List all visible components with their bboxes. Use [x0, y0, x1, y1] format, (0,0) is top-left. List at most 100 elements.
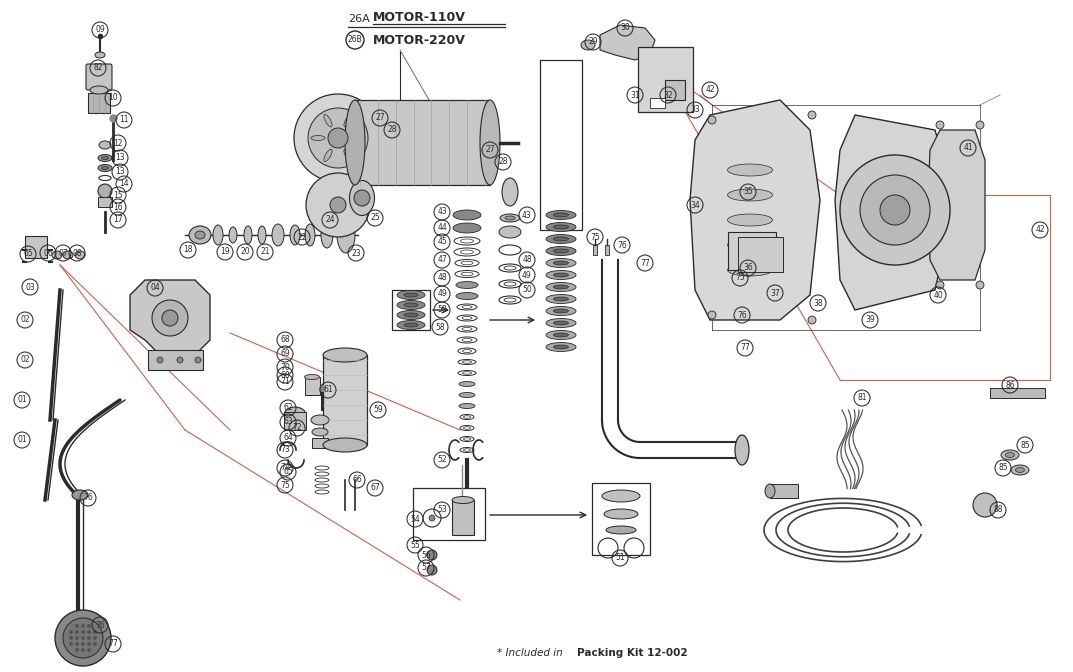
Text: 16: 16: [113, 202, 122, 212]
Text: 76: 76: [737, 310, 747, 319]
Ellipse shape: [554, 237, 569, 241]
Text: 60: 60: [280, 370, 290, 380]
Circle shape: [973, 493, 997, 517]
Ellipse shape: [271, 224, 284, 246]
Circle shape: [157, 357, 163, 363]
Ellipse shape: [453, 210, 481, 220]
Ellipse shape: [405, 293, 418, 297]
Text: 15: 15: [113, 190, 122, 200]
Text: 33: 33: [690, 106, 700, 114]
Circle shape: [429, 515, 435, 521]
Bar: [990, 388, 1045, 398]
Ellipse shape: [311, 415, 329, 425]
Circle shape: [808, 316, 815, 324]
Circle shape: [93, 642, 97, 646]
Ellipse shape: [453, 223, 481, 233]
Text: 85: 85: [998, 464, 1008, 472]
Text: 02: 02: [20, 355, 30, 364]
Circle shape: [69, 642, 73, 646]
Circle shape: [63, 618, 103, 658]
Ellipse shape: [324, 114, 333, 127]
Circle shape: [936, 281, 944, 289]
Ellipse shape: [580, 40, 596, 50]
Text: MOTOR-110V: MOTOR-110V: [373, 11, 466, 24]
Text: 62: 62: [283, 403, 293, 413]
Ellipse shape: [554, 345, 569, 349]
Text: 34: 34: [690, 200, 700, 210]
Ellipse shape: [351, 136, 365, 140]
Text: 44: 44: [437, 224, 446, 233]
Ellipse shape: [727, 264, 773, 276]
Ellipse shape: [456, 282, 477, 288]
Text: 17: 17: [113, 216, 122, 224]
Bar: [727, 232, 776, 270]
Text: 26B: 26B: [348, 36, 363, 44]
Text: 75: 75: [590, 233, 600, 241]
Text: 10: 10: [108, 93, 118, 103]
Text: 35: 35: [744, 187, 753, 196]
Ellipse shape: [397, 300, 425, 310]
Ellipse shape: [554, 321, 569, 325]
Text: 45: 45: [437, 237, 446, 247]
Text: 37: 37: [770, 288, 780, 298]
Text: 77: 77: [108, 640, 118, 648]
Text: 47: 47: [437, 255, 446, 265]
Text: 11: 11: [119, 116, 129, 124]
Circle shape: [840, 155, 950, 265]
Bar: [592, 483, 650, 555]
Text: 06: 06: [43, 249, 53, 257]
Ellipse shape: [102, 167, 108, 169]
Ellipse shape: [323, 348, 367, 362]
Text: 56: 56: [421, 550, 431, 560]
Circle shape: [55, 610, 111, 666]
Text: 43: 43: [523, 210, 532, 220]
Circle shape: [427, 565, 437, 575]
Text: 32: 32: [663, 91, 673, 99]
Text: 49: 49: [437, 290, 446, 298]
Circle shape: [328, 128, 348, 148]
Ellipse shape: [323, 438, 367, 452]
Text: 50: 50: [437, 306, 446, 314]
Text: 01: 01: [17, 435, 27, 444]
Ellipse shape: [546, 210, 576, 220]
Bar: [638, 47, 693, 112]
Text: Packing Kit 12-002: Packing Kit 12-002: [577, 648, 688, 658]
Circle shape: [708, 311, 716, 319]
Text: 81: 81: [857, 394, 867, 403]
Ellipse shape: [99, 141, 111, 149]
Ellipse shape: [602, 490, 640, 502]
Circle shape: [880, 195, 910, 225]
Text: 75: 75: [735, 274, 745, 282]
Text: 27: 27: [485, 146, 495, 155]
Text: 22: 22: [297, 233, 307, 241]
Circle shape: [354, 190, 370, 206]
Bar: [323, 355, 367, 445]
Bar: [392, 290, 430, 330]
Text: 13: 13: [115, 153, 124, 163]
Ellipse shape: [321, 222, 333, 248]
Ellipse shape: [459, 382, 475, 386]
Ellipse shape: [290, 225, 300, 245]
Ellipse shape: [604, 509, 638, 519]
Circle shape: [808, 111, 815, 119]
Text: 48: 48: [523, 255, 532, 265]
Text: 51: 51: [615, 554, 624, 562]
Circle shape: [859, 175, 930, 245]
Ellipse shape: [189, 226, 211, 244]
Text: 40: 40: [934, 290, 943, 300]
Circle shape: [427, 550, 437, 560]
Polygon shape: [690, 100, 820, 320]
Ellipse shape: [98, 165, 112, 171]
Text: 20: 20: [240, 247, 250, 257]
Text: 76: 76: [83, 493, 93, 503]
Circle shape: [152, 300, 188, 336]
Text: 67: 67: [370, 483, 380, 493]
Ellipse shape: [63, 251, 73, 259]
Ellipse shape: [72, 490, 88, 500]
Text: 49: 49: [523, 271, 532, 280]
Text: 13: 13: [115, 167, 124, 177]
Bar: [540, 60, 582, 230]
Circle shape: [93, 636, 97, 640]
Ellipse shape: [554, 273, 569, 277]
Bar: [605, 245, 609, 255]
